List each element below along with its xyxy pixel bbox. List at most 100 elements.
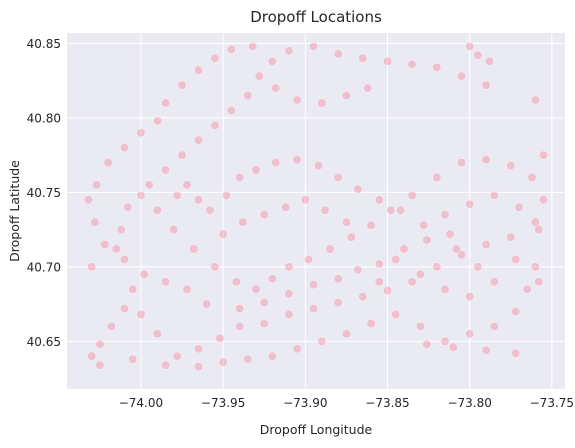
data-point bbox=[534, 277, 544, 287]
data-point bbox=[235, 321, 245, 331]
data-point bbox=[194, 344, 204, 354]
data-point bbox=[432, 262, 442, 272]
x-tick-label: −73.80 bbox=[447, 396, 491, 410]
data-point bbox=[530, 217, 540, 227]
data-point bbox=[308, 304, 318, 314]
data-point bbox=[539, 195, 549, 205]
data-point bbox=[136, 190, 146, 200]
data-point bbox=[366, 220, 376, 230]
data-point bbox=[333, 49, 343, 59]
data-point bbox=[341, 91, 351, 101]
data-point bbox=[139, 269, 149, 279]
data-point bbox=[120, 143, 130, 153]
data-point bbox=[473, 262, 483, 272]
data-point bbox=[407, 277, 417, 287]
data-point bbox=[366, 318, 376, 328]
data-point bbox=[194, 362, 204, 372]
data-point bbox=[456, 158, 466, 168]
data-point bbox=[382, 286, 392, 296]
data-point bbox=[292, 155, 302, 165]
data-point bbox=[300, 195, 310, 205]
data-point bbox=[267, 351, 277, 361]
data-point bbox=[267, 274, 277, 284]
data-point bbox=[271, 158, 281, 168]
data-point bbox=[267, 56, 277, 66]
data-point bbox=[90, 217, 100, 227]
data-point bbox=[92, 180, 102, 190]
data-point bbox=[308, 41, 318, 51]
data-point bbox=[221, 190, 231, 200]
data-point bbox=[308, 280, 318, 290]
data-point bbox=[489, 321, 499, 331]
data-point bbox=[210, 262, 220, 272]
data-point bbox=[341, 217, 351, 227]
data-point bbox=[87, 262, 97, 272]
data-point bbox=[511, 348, 521, 358]
data-point bbox=[210, 53, 220, 63]
data-point bbox=[374, 259, 384, 269]
data-point bbox=[333, 173, 343, 183]
x-axis-label: Dropoff Longitude bbox=[260, 422, 373, 437]
data-point bbox=[448, 342, 458, 352]
data-point bbox=[325, 244, 335, 254]
x-tick-label: −73.75 bbox=[530, 396, 574, 410]
data-point bbox=[231, 277, 241, 287]
data-point bbox=[259, 298, 269, 308]
data-point bbox=[284, 309, 294, 319]
data-point bbox=[106, 321, 116, 331]
data-point bbox=[465, 292, 475, 302]
data-point bbox=[177, 150, 187, 160]
data-point bbox=[210, 120, 220, 130]
data-point bbox=[136, 128, 146, 138]
y-tick-labels: 40.65 40.70 40.75 40.80 40.85 bbox=[27, 37, 61, 349]
y-tick-label: 40.70 bbox=[27, 260, 61, 274]
data-point bbox=[358, 292, 368, 302]
y-gridlines bbox=[67, 42, 565, 342]
data-point bbox=[511, 254, 521, 264]
data-point bbox=[95, 339, 105, 349]
data-point bbox=[456, 71, 466, 81]
data-point bbox=[481, 155, 491, 165]
data-point bbox=[100, 240, 110, 250]
data-point bbox=[341, 329, 351, 339]
data-point bbox=[358, 53, 368, 63]
data-point bbox=[465, 199, 475, 209]
data-point bbox=[353, 184, 363, 194]
data-point bbox=[226, 106, 236, 116]
data-point bbox=[128, 284, 138, 294]
x-tick-labels: −74.00 −73.95 −73.90 −73.85 −73.80 −73.75 bbox=[119, 396, 574, 410]
data-point bbox=[182, 284, 192, 294]
data-point bbox=[527, 173, 537, 183]
data-point bbox=[317, 336, 327, 346]
data-point bbox=[254, 71, 264, 81]
data-point bbox=[284, 46, 294, 56]
data-point bbox=[396, 205, 406, 215]
data-point bbox=[440, 210, 450, 220]
data-point bbox=[259, 318, 269, 328]
data-point bbox=[243, 354, 253, 364]
data-point bbox=[123, 202, 133, 212]
data-point bbox=[399, 244, 409, 254]
data-point bbox=[539, 150, 549, 160]
data-point bbox=[144, 180, 154, 190]
data-point bbox=[189, 244, 199, 254]
data-point bbox=[292, 95, 302, 105]
data-point bbox=[422, 235, 432, 245]
data-point bbox=[530, 262, 540, 272]
data-point bbox=[215, 333, 225, 343]
data-point bbox=[83, 195, 93, 205]
data-point bbox=[281, 202, 291, 212]
data-point bbox=[172, 351, 182, 361]
data-point bbox=[251, 284, 261, 294]
data-point bbox=[407, 59, 417, 69]
data-point bbox=[506, 232, 516, 242]
chart-title: Dropoff Locations bbox=[250, 8, 382, 26]
data-point bbox=[243, 91, 253, 101]
data-point bbox=[415, 321, 425, 331]
data-point bbox=[440, 336, 450, 346]
data-point bbox=[120, 254, 130, 264]
data-point bbox=[128, 354, 138, 364]
data-point bbox=[161, 277, 171, 287]
data-point bbox=[161, 98, 171, 108]
data-point bbox=[116, 225, 126, 235]
